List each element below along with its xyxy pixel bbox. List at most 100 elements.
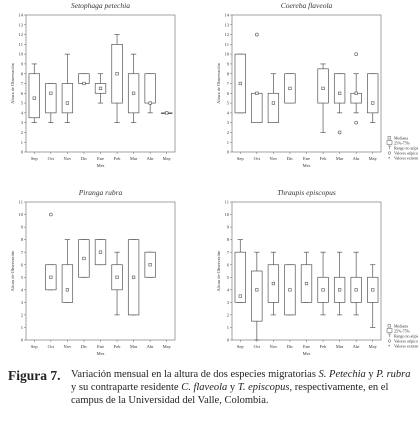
p2-box-Sep xyxy=(234,53,246,114)
p1-ylabel: Altura de Observación xyxy=(10,62,15,103)
caption-species-2: P. rubra xyxy=(376,369,411,380)
p1-ytick-label: 9 xyxy=(21,62,24,67)
p1-ytick-label: 14 xyxy=(19,13,24,18)
p1-xtick-label: Mar xyxy=(130,156,138,161)
p3-box-Nov xyxy=(61,239,74,303)
legend-label-median: Mediana xyxy=(394,135,408,140)
legend-label-extreme: Valores extremos xyxy=(394,343,418,348)
p1-xtick-label: Ene xyxy=(97,156,104,161)
p3-box-Oct xyxy=(45,212,57,291)
legend-label-outlier: Valores atípicos xyxy=(394,150,418,155)
p4-box-Sep xyxy=(234,239,246,303)
median-marker xyxy=(132,91,136,95)
p3-xtick-label: Mar xyxy=(130,344,138,349)
p1-ytick-label: 2 xyxy=(21,130,23,135)
p3-xtick-label: Nov xyxy=(64,344,72,349)
p3-ytick-label: 9 xyxy=(21,225,24,230)
p1-xtick-label: Nov xyxy=(64,156,72,161)
iqr-box xyxy=(267,92,280,123)
p2-xtick-label: Abr xyxy=(353,156,360,161)
p2-box-Nov xyxy=(267,73,280,123)
legend-label-box: 25%-75% xyxy=(394,140,411,145)
p2-box-Mar xyxy=(333,73,346,135)
caption-part-2: y xyxy=(365,369,377,380)
iqr-box xyxy=(28,73,40,119)
median-marker xyxy=(65,288,69,292)
p4-box-Abr xyxy=(350,251,362,316)
p2-xtick-label: Oct xyxy=(254,156,261,161)
p2-ytick-label: 13 xyxy=(225,22,230,27)
median-marker xyxy=(238,294,242,298)
p4-xtick-label: Sep xyxy=(237,344,245,349)
p2-ylabel: Altura de Observación xyxy=(216,62,221,103)
p1-box-Nov xyxy=(61,53,74,123)
p1-box-Ene xyxy=(94,73,107,104)
p3-xtick-label: Ene xyxy=(97,344,104,349)
legend-outlier-icon xyxy=(387,151,392,155)
p2-ytick-label: 9 xyxy=(227,62,230,67)
p3-box-Ene xyxy=(94,239,107,266)
p2-xlabel: Mes xyxy=(303,163,311,168)
p3-ytick-label: 11 xyxy=(19,200,23,205)
median-marker xyxy=(148,263,152,267)
p4-ytick-label: 5 xyxy=(227,275,230,280)
median-marker xyxy=(354,288,358,292)
p3-ytick-label: 1 xyxy=(21,325,23,330)
p1-ytick-label: 10 xyxy=(19,52,24,57)
outlier-point xyxy=(49,212,53,217)
median-marker xyxy=(132,275,136,279)
p2-xtick-label: Feb xyxy=(320,156,328,161)
p2-box-Feb xyxy=(317,63,329,133)
caption-species-1: S. Petechia xyxy=(318,369,366,380)
iqr-box xyxy=(251,270,263,322)
p1-box-Sep xyxy=(28,63,40,123)
median-marker xyxy=(288,288,292,292)
legend-label-extreme: Valores extremos xyxy=(394,155,418,160)
p2-ytick-label: 12 xyxy=(225,32,230,37)
p2-xtick-label: Ene xyxy=(303,156,310,161)
p4-box-May xyxy=(367,264,379,328)
p1-ytick-label: 13 xyxy=(19,22,24,27)
outlier-point xyxy=(354,120,358,125)
p2-ytick-label: 4 xyxy=(227,110,230,115)
p1-ytick-label: 0 xyxy=(21,150,24,155)
p3-ytick-label: 3 xyxy=(21,300,24,305)
p4-xtick-label: Abr xyxy=(353,344,360,349)
iqr-box xyxy=(234,251,246,303)
median-marker xyxy=(115,72,119,76)
p1-box-May xyxy=(161,111,173,115)
median-marker xyxy=(338,91,342,95)
p1-xtick-label: May xyxy=(163,156,172,161)
p4-xtick-label: Dic xyxy=(287,344,294,349)
p4-box-Ene xyxy=(300,251,313,303)
p2-box-Dic xyxy=(284,73,296,104)
median-marker xyxy=(165,111,169,115)
p2-ytick-label: 10 xyxy=(225,52,230,57)
p4-box-Mar xyxy=(333,251,346,316)
median-marker xyxy=(49,275,53,279)
caption-part-5: , respectivamente, en el campus de la Un… xyxy=(71,382,389,406)
p1-ytick-label: 1 xyxy=(21,140,23,145)
p3-xtick-label: Oct xyxy=(48,344,55,349)
p1-box-Mar xyxy=(127,53,140,123)
p4-box-Nov xyxy=(267,251,280,316)
iqr-box xyxy=(333,73,346,104)
p2-ytick-label: 0 xyxy=(227,150,230,155)
p1-ytick-label: 8 xyxy=(21,71,24,76)
median-marker xyxy=(371,288,375,292)
caption-part-3: y su contraparte residente xyxy=(71,382,182,393)
median-marker xyxy=(255,91,259,95)
p1-ytick-label: 12 xyxy=(19,32,24,37)
p3-ytick-label: 10 xyxy=(19,212,24,217)
median-marker xyxy=(32,96,36,100)
median-marker xyxy=(148,101,152,105)
caption-part-1: Variación mensual en la altura de dos es… xyxy=(71,369,319,380)
p2-plot-frame xyxy=(231,14,382,153)
median-marker xyxy=(354,91,358,95)
p4-ylabel: Altura de Observación xyxy=(216,250,221,291)
median-marker xyxy=(98,86,103,90)
figure-panels: Setophaga petechia01234567891011121314Al… xyxy=(10,1,418,356)
p4-xtick-label: Nov xyxy=(270,344,278,349)
